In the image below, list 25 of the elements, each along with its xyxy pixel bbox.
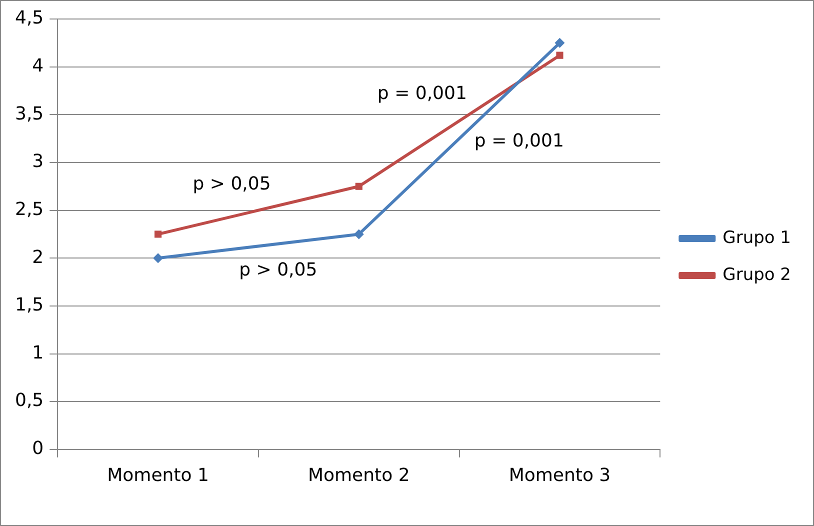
point bbox=[153, 253, 164, 264]
y-tick-label: 0,5 bbox=[14, 390, 44, 412]
y-tick-label: 3 bbox=[32, 151, 44, 172]
y-tick-label: 1,5 bbox=[14, 294, 44, 316]
annotation: p > 0,05 bbox=[239, 259, 318, 280]
y-tick-label: 3,5 bbox=[14, 103, 44, 124]
annotation: p = 0,001 bbox=[474, 130, 564, 152]
annotation: p = 0,001 bbox=[377, 82, 467, 104]
point bbox=[554, 38, 565, 48]
x-tick-label: Momento 2 bbox=[308, 464, 410, 486]
y-tick-label: 0 bbox=[32, 438, 44, 460]
legend-label: Grupo 2 bbox=[722, 264, 792, 285]
legend-label: Grupo 1 bbox=[722, 228, 792, 248]
point bbox=[154, 230, 162, 238]
y-tick-label: 2,5 bbox=[14, 198, 44, 220]
y-tick-label: 4,5 bbox=[14, 8, 44, 29]
annotation: p > 0,05 bbox=[192, 173, 271, 194]
x-tick-label: Momento 3 bbox=[508, 464, 611, 486]
x-tick-label: Momento 1 bbox=[107, 464, 209, 486]
y-tick-label: 2 bbox=[32, 246, 44, 268]
y-tick-label: 1 bbox=[32, 342, 44, 364]
point bbox=[556, 52, 564, 59]
y-tick-label: 4 bbox=[32, 55, 44, 76]
point bbox=[355, 182, 362, 190]
point bbox=[354, 229, 364, 240]
